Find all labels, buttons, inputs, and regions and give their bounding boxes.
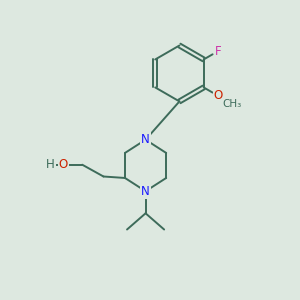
Text: N: N: [141, 185, 150, 198]
Text: N: N: [141, 133, 150, 146]
Text: H: H: [46, 158, 55, 171]
Text: O: O: [214, 89, 223, 102]
Text: F: F: [215, 45, 221, 58]
Text: O: O: [58, 158, 68, 171]
Text: CH₃: CH₃: [223, 99, 242, 109]
